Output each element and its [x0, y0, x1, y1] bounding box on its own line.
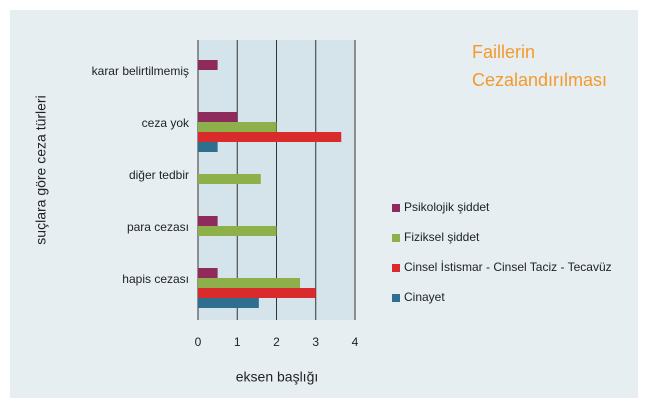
- bar: [198, 298, 259, 308]
- y-tick-label: ceza yok: [142, 116, 190, 130]
- y-tick-label: hapis cezası: [122, 272, 189, 286]
- x-tick-label: 0: [195, 335, 202, 349]
- bar: [198, 142, 218, 152]
- bar: [198, 226, 277, 236]
- legend-label: Psikolojik şiddet: [404, 200, 490, 214]
- bar: [198, 278, 301, 288]
- legend-label: Fiziksel şiddet: [404, 230, 480, 244]
- y-tick-label: diğer tedbir: [129, 168, 189, 182]
- bar: [198, 60, 218, 70]
- bar: [198, 288, 316, 298]
- legend-swatch: [392, 294, 400, 302]
- bar: [198, 174, 261, 184]
- x-tick-label: 2: [273, 335, 280, 349]
- x-tick-label: 4: [352, 335, 359, 349]
- chart-title: Faillerin Cezalandırılması: [472, 42, 608, 90]
- legend-swatch: [392, 204, 400, 212]
- legend-swatch: [392, 234, 400, 242]
- bar: [198, 122, 277, 132]
- bar: [198, 132, 342, 142]
- y-tick-label: karar belirtilmemiş: [92, 64, 189, 78]
- x-axis-title: eksen başlığı: [236, 369, 319, 385]
- legend-label: Cinayet: [404, 290, 445, 304]
- y-tick-label: para cezası: [127, 220, 189, 234]
- legend-swatch: [392, 264, 400, 272]
- x-tick-label: 3: [312, 335, 319, 349]
- legend-label: Cinsel İstismar - Cinsel Taciz - Tecavüz: [404, 260, 612, 274]
- y-axis-title: suçlara göre ceza türleri: [33, 95, 49, 244]
- bar: [198, 268, 218, 278]
- x-tick-label: 1: [234, 335, 241, 349]
- bar: [198, 216, 218, 226]
- bar: [198, 112, 238, 122]
